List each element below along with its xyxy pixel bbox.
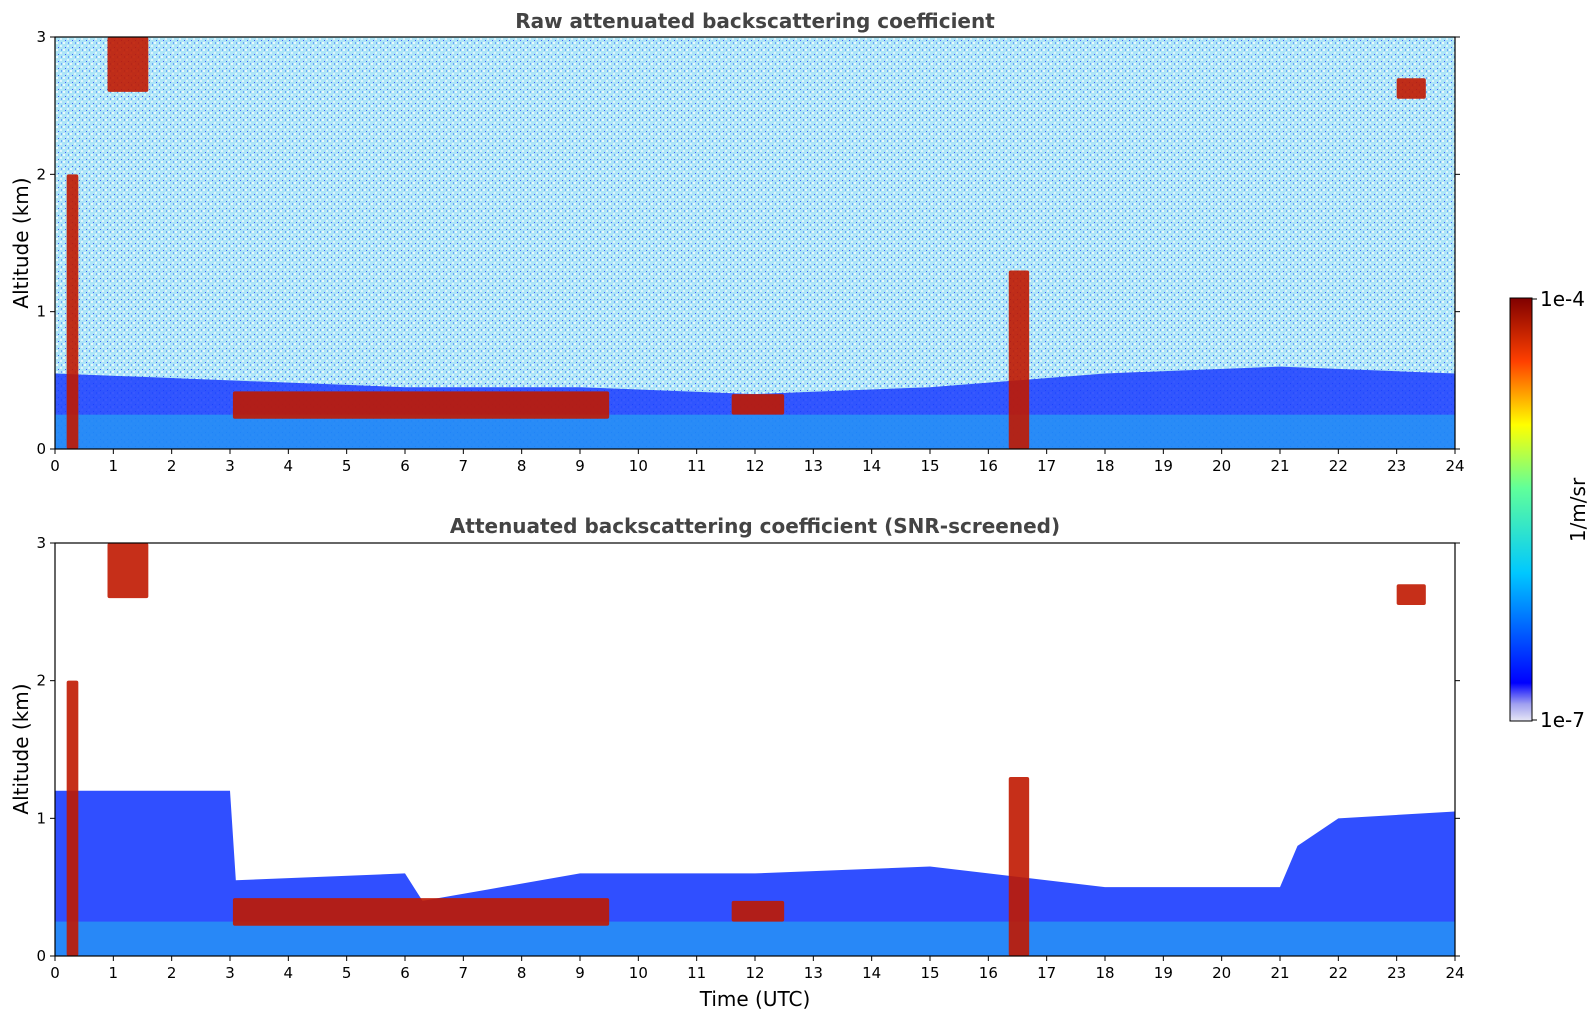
screened-x-tick-label: 19 <box>1154 964 1173 982</box>
raw-x-tick-label: 6 <box>400 457 410 475</box>
screened-x-tick-label: 17 <box>1037 964 1056 982</box>
screened-x-tick-label: 16 <box>979 964 998 982</box>
raw-cloud-feature <box>1008 270 1030 449</box>
raw-x-tick-label: 20 <box>1212 457 1231 475</box>
raw-x-tick-label: 17 <box>1037 457 1056 475</box>
raw-x-tick-label: 12 <box>745 457 764 475</box>
raw-x-tick-label: 10 <box>629 457 648 475</box>
raw-y-tick-label: 1 <box>36 303 46 321</box>
raw-heatmap-layers <box>55 37 1455 449</box>
colorbar-min-label: 1e-7 <box>1540 708 1585 732</box>
screened-x-tick-label: 2 <box>167 964 177 982</box>
raw-x-ticks: 0 1 2 3 4 5 6 7 8 9 10 11 12 13 14 15 16 17 18 19 20 21 22 23 24 <box>50 449 1465 475</box>
raw-x-tick-label: 23 <box>1387 457 1406 475</box>
screened-cloud-feature <box>1396 584 1426 605</box>
raw-x-tick-label: 16 <box>979 457 998 475</box>
x-axis-label: Time (UTC) <box>699 987 811 1011</box>
raw-cloud-feature <box>1396 78 1426 99</box>
screened-x-tick-label: 18 <box>1095 964 1114 982</box>
colorbar: 1e-4 1e-7 1/m/sr <box>1509 287 1590 732</box>
screened-cloud-feature <box>66 680 79 956</box>
colorbar-max-label: 1e-4 <box>1540 287 1585 311</box>
screened-y-ticks: 0 1 2 3 <box>36 534 1460 965</box>
screened-panel-title: Attenuated backscattering coefficient (S… <box>450 514 1060 538</box>
screened-x-tick-label: 0 <box>50 964 60 982</box>
screened-cloud-feature <box>1008 777 1030 956</box>
raw-x-tick-label: 13 <box>804 457 823 475</box>
raw-x-tick-label: 11 <box>687 457 706 475</box>
raw-y-tick-label: 3 <box>36 28 46 46</box>
screened-x-tick-label: 11 <box>687 964 706 982</box>
raw-x-tick-label: 18 <box>1095 457 1114 475</box>
raw-x-tick-label: 22 <box>1329 457 1348 475</box>
raw-x-tick-label: 4 <box>284 457 294 475</box>
screened-y-axis-label: Altitude (km) <box>9 683 33 814</box>
screened-x-tick-label: 21 <box>1270 964 1289 982</box>
raw-y-tick-label: 0 <box>36 440 46 458</box>
raw-x-tick-label: 15 <box>920 457 939 475</box>
raw-y-ticks: 0 1 2 3 <box>36 28 1460 458</box>
raw-x-tick-label: 8 <box>517 457 527 475</box>
raw-x-tick-label: 5 <box>342 457 352 475</box>
screened-x-tick-label: 23 <box>1387 964 1406 982</box>
screened-x-ticks: 0 1 2 3 4 5 6 7 8 9 10 11 12 13 14 15 16 17 18 19 20 21 22 23 24 <box>50 956 1465 982</box>
raw-cloud-feature <box>731 394 785 415</box>
raw-x-tick-label: 14 <box>862 457 881 475</box>
raw-panel-title: Raw attenuated backscattering coefficien… <box>515 9 995 33</box>
screened-x-tick-label: 20 <box>1212 964 1231 982</box>
raw-x-tick-label: 0 <box>50 457 60 475</box>
screened-x-tick-label: 6 <box>400 964 410 982</box>
colorbar-gradient <box>1509 297 1533 722</box>
screened-x-tick-label: 3 <box>225 964 235 982</box>
raw-x-tick-label: 19 <box>1154 457 1173 475</box>
screened-cloud-feature <box>232 898 610 926</box>
screened-x-tick-label: 8 <box>517 964 527 982</box>
screened-x-tick-label: 14 <box>862 964 881 982</box>
screened-backscatter-panel: Attenuated backscattering coefficient (S… <box>9 514 1465 1011</box>
screened-y-tick-label: 0 <box>36 947 46 965</box>
screened-x-tick-label: 13 <box>804 964 823 982</box>
screened-y-tick-label: 1 <box>36 809 46 827</box>
screened-heatmap-layers <box>55 543 1455 956</box>
screened-y-tick-label: 2 <box>36 672 46 690</box>
raw-x-tick-label: 2 <box>167 457 177 475</box>
screened-x-tick-label: 24 <box>1445 964 1464 982</box>
screened-x-tick-label: 7 <box>459 964 469 982</box>
screened-x-tick-label: 5 <box>342 964 352 982</box>
raw-cloud-feature <box>107 37 149 92</box>
raw-backscatter-panel: Raw attenuated backscattering coefficien… <box>9 9 1465 475</box>
colorbar-unit-label: 1/m/sr <box>1566 477 1590 542</box>
raw-y-tick-label: 2 <box>36 165 46 183</box>
screened-x-tick-label: 4 <box>284 964 294 982</box>
raw-x-tick-label: 1 <box>109 457 119 475</box>
screened-x-tick-label: 9 <box>575 964 585 982</box>
raw-x-tick-label: 3 <box>225 457 235 475</box>
screened-x-tick-label: 10 <box>629 964 648 982</box>
raw-x-tick-label: 9 <box>575 457 585 475</box>
raw-cloud-feature <box>66 174 79 449</box>
screened-x-tick-label: 1 <box>109 964 119 982</box>
raw-x-tick-label: 24 <box>1445 457 1464 475</box>
screened-surface-layer <box>55 921 1455 956</box>
raw-cloud-feature <box>232 391 610 419</box>
raw-x-tick-label: 7 <box>459 457 469 475</box>
screened-x-tick-label: 12 <box>745 964 764 982</box>
screened-y-tick-label: 3 <box>36 534 46 552</box>
raw-surface-layer <box>55 414 1455 449</box>
raw-y-axis-label: Altitude (km) <box>9 177 33 308</box>
screened-x-tick-label: 15 <box>920 964 939 982</box>
screened-x-tick-label: 22 <box>1329 964 1348 982</box>
raw-x-tick-label: 21 <box>1270 457 1289 475</box>
screened-cloud-feature <box>107 543 149 599</box>
screened-cloud-feature <box>731 900 785 922</box>
